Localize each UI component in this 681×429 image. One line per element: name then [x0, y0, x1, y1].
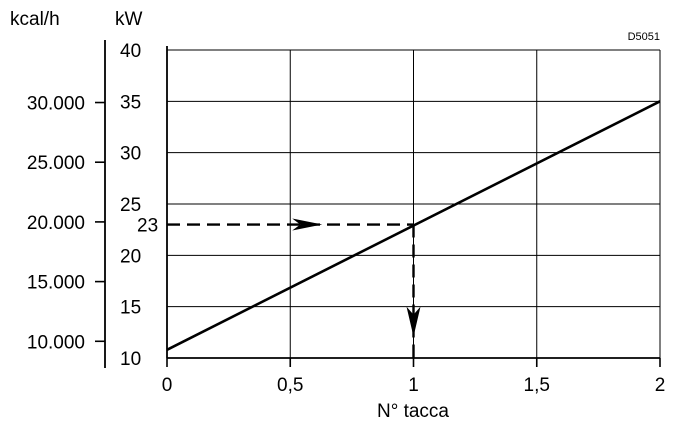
kw-tick-label: 25: [120, 195, 141, 216]
kcal-tick-label: 20.000: [27, 213, 85, 234]
drawing-code: D5051: [628, 31, 660, 43]
x-tick-label: 1: [408, 375, 419, 396]
x-tick-label: 0,5: [277, 375, 303, 396]
x-tick-label: 1,5: [524, 375, 550, 396]
labels: kcal/h kW D5051 N° tacca 0 0,5 1 1,5 2 10 15 20…: [10, 9, 665, 422]
kw-tick-label: 35: [120, 92, 141, 113]
kw-tick-label: 20: [120, 246, 141, 267]
kw-tick-label: 15: [120, 298, 141, 319]
x-tick-label: 2: [655, 375, 666, 396]
kcal-axis-label: kcal/h: [10, 9, 60, 30]
arrow-right-icon: [292, 218, 323, 231]
guide-layer: [167, 218, 421, 358]
x-tick-label: 0: [162, 375, 173, 396]
kcal-tick-label: 25.000: [27, 153, 85, 174]
x-axis-title: N° tacca: [377, 401, 449, 422]
kw-axis-label: kW: [115, 9, 143, 30]
kcal-tick-label: 30.000: [27, 94, 85, 115]
kw-tick-label: 30: [120, 144, 141, 165]
kcal-tick-label: 15.000: [27, 273, 85, 294]
annotation-label: 23: [137, 216, 158, 237]
kw-tick-label: 40: [120, 41, 141, 62]
axes: [95, 40, 661, 368]
arrow-down-icon: [406, 306, 421, 337]
kw-tick-label: 10: [120, 349, 141, 370]
kcal-tick-label: 10.000: [27, 332, 85, 353]
